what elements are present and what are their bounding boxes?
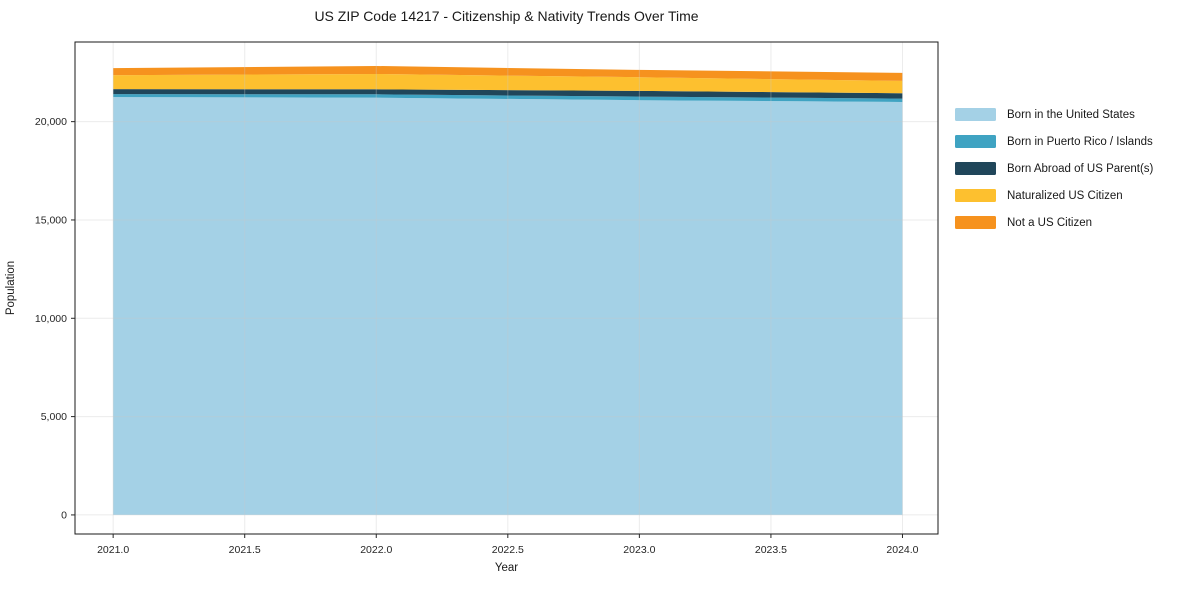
legend-item: Not a US Citizen: [955, 209, 1153, 236]
area-series-2: [113, 89, 903, 99]
legend-label: Not a US Citizen: [1007, 216, 1093, 229]
x-tick-label: 2023.0: [623, 544, 655, 556]
legend-swatch: [955, 216, 996, 229]
area-series-0: [113, 97, 903, 515]
y-tick-label: 20,000: [35, 116, 67, 128]
x-tick-label: 2022.5: [492, 544, 524, 556]
legend-label: Born Abroad of US Parent(s): [1007, 162, 1154, 175]
y-tick-label: 15,000: [35, 214, 67, 226]
legend-item: Born in the United States: [955, 101, 1153, 128]
legend-swatch: [955, 135, 996, 148]
legend-swatch: [955, 108, 996, 121]
x-tick-label: 2024.0: [886, 544, 918, 556]
y-axis-label: Population: [5, 260, 17, 316]
y-tick-label: 5,000: [41, 411, 67, 423]
area-series-3: [113, 73, 903, 94]
x-tick-label: 2021.0: [97, 544, 129, 556]
y-tick-label: 10,000: [35, 313, 67, 325]
x-axis-label: Year: [494, 562, 519, 574]
legend-item: Naturalized US Citizen: [955, 182, 1153, 209]
area-series-1: [113, 94, 903, 102]
y-tick-label: 0: [61, 509, 67, 521]
legend-label: Naturalized US Citizen: [1007, 189, 1123, 202]
legend-swatch: [955, 162, 996, 175]
legend-item: Born Abroad of US Parent(s): [955, 155, 1153, 182]
x-tick-label: 2023.5: [755, 544, 787, 556]
legend-label: Born in Puerto Rico / Islands: [1007, 135, 1153, 148]
area-series-4: [113, 65, 903, 81]
x-tick-label: 2022.0: [360, 544, 392, 556]
x-tick-label: 2021.5: [229, 544, 261, 556]
legend: Born in the United States Born in Puerto …: [955, 101, 1153, 236]
chart-title: US ZIP Code 14217 - Citizenship & Nativi…: [314, 8, 699, 24]
plot-border: [74, 41, 939, 535]
legend-item: Born in Puerto Rico / Islands: [955, 128, 1153, 155]
legend-swatch: [955, 189, 996, 202]
legend-label: Born in the United States: [1007, 108, 1135, 121]
